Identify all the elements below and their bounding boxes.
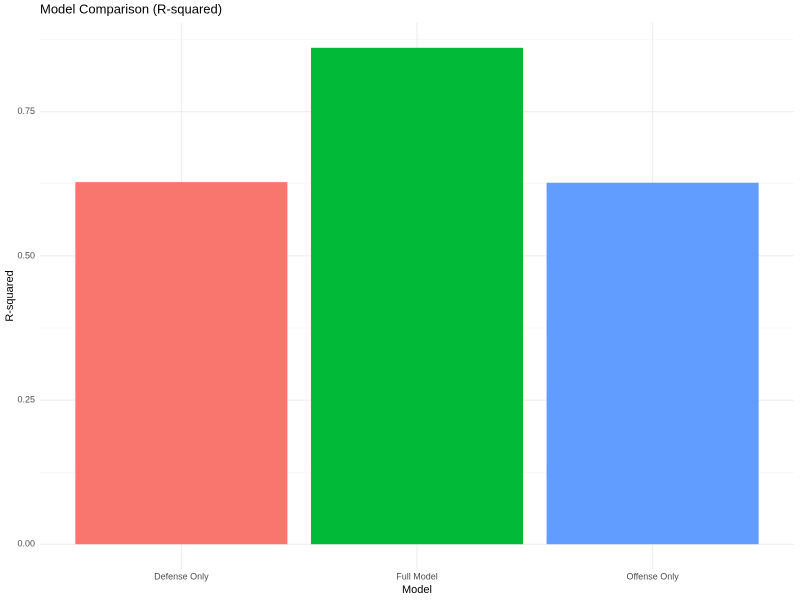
x-tick-label: Full Model	[396, 571, 438, 581]
y-tick-label: 0.00	[17, 539, 35, 549]
bar	[75, 182, 288, 545]
y-axis-label: R-squared	[4, 270, 16, 321]
x-tick-label: Defense Only	[154, 571, 209, 581]
chart-title: Model Comparison (R-squared)	[40, 1, 222, 16]
x-tick-label: Offense Only	[626, 571, 679, 581]
bar	[546, 182, 759, 545]
y-tick-label: 0.25	[17, 394, 35, 404]
y-tick-label: 0.75	[17, 106, 35, 116]
x-axis-label: Model	[402, 584, 432, 596]
bar	[310, 47, 524, 545]
y-tick-label: 0.50	[17, 250, 35, 260]
